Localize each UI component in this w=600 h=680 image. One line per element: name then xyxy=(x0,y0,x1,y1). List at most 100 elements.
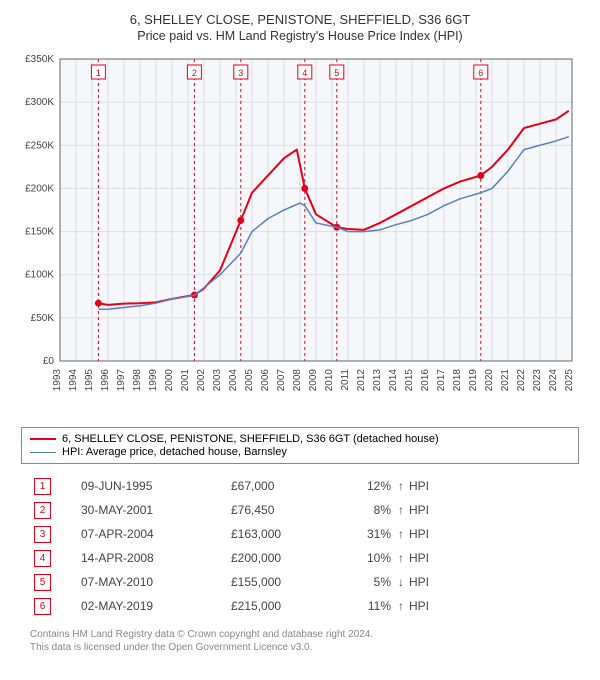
legend-row: HPI: Average price, detached house, Barn… xyxy=(30,446,570,458)
transactions-table: 109-JUN-1995£67,00012%↑HPI230-MAY-2001£7… xyxy=(30,474,570,618)
svg-text:2008: 2008 xyxy=(292,369,303,392)
chart-svg: £0 £50K £100K £150K £200K £250K £300K £350K 1993… xyxy=(12,51,582,421)
transaction-index: 4 xyxy=(34,550,51,567)
transaction-row: 2 30-MAY-2001£76,4508%↑HPI xyxy=(30,498,570,522)
svg-text:1993: 1993 xyxy=(52,369,63,392)
footer-attribution: Contains HM Land Registry data © Crown c… xyxy=(30,628,570,654)
chart-title-line2: Price paid vs. HM Land Registry's House … xyxy=(12,29,588,43)
svg-text:£350K: £350K xyxy=(25,54,54,65)
svg-text:2014: 2014 xyxy=(388,369,399,392)
transaction-amount: £200,000 xyxy=(231,551,331,565)
transaction-percent: 8% xyxy=(331,503,393,517)
arrow-up-icon: ↑ xyxy=(393,599,409,613)
transaction-date: 14-APR-2008 xyxy=(81,551,231,565)
svg-text:2003: 2003 xyxy=(212,369,223,392)
svg-text:2002: 2002 xyxy=(196,369,207,392)
svg-text:2023: 2023 xyxy=(532,369,543,392)
svg-text:1997: 1997 xyxy=(116,369,127,392)
svg-text:2024: 2024 xyxy=(548,369,559,392)
transaction-index: 6 xyxy=(34,598,51,615)
transaction-percent: 5% xyxy=(331,575,393,589)
svg-text:2017: 2017 xyxy=(436,369,447,392)
legend-swatch xyxy=(30,438,56,440)
transaction-hpi-label: HPI xyxy=(409,503,449,517)
svg-text:4: 4 xyxy=(302,68,307,78)
svg-text:1996: 1996 xyxy=(100,369,111,392)
transaction-percent: 11% xyxy=(331,599,393,613)
legend-row: 6, SHELLEY CLOSE, PENISTONE, SHEFFIELD, … xyxy=(30,433,570,445)
svg-text:£0: £0 xyxy=(43,356,55,367)
transaction-index: 1 xyxy=(34,478,51,495)
transaction-hpi-label: HPI xyxy=(409,599,449,613)
svg-text:2022: 2022 xyxy=(516,369,527,392)
svg-text:2005: 2005 xyxy=(244,369,255,392)
arrow-down-icon: ↓ xyxy=(393,575,409,589)
svg-text:2: 2 xyxy=(192,68,197,78)
svg-text:2006: 2006 xyxy=(260,369,271,392)
transaction-index: 5 xyxy=(34,574,51,591)
svg-text:2018: 2018 xyxy=(452,369,463,392)
svg-text:2004: 2004 xyxy=(228,369,239,392)
transaction-amount: £76,450 xyxy=(231,503,331,517)
transaction-amount: £163,000 xyxy=(231,527,331,541)
svg-text:£50K: £50K xyxy=(31,313,55,324)
arrow-up-icon: ↑ xyxy=(393,479,409,493)
svg-text:2021: 2021 xyxy=(500,369,511,392)
svg-text:£200K: £200K xyxy=(25,183,54,194)
transaction-index: 3 xyxy=(34,526,51,543)
svg-text:2016: 2016 xyxy=(420,369,431,392)
transaction-hpi-label: HPI xyxy=(409,527,449,541)
svg-text:2019: 2019 xyxy=(468,369,479,392)
transaction-date: 07-APR-2004 xyxy=(81,527,231,541)
svg-text:£100K: £100K xyxy=(25,270,54,281)
svg-text:2015: 2015 xyxy=(404,369,415,392)
legend-label: HPI: Average price, detached house, Barn… xyxy=(62,446,287,458)
arrow-up-icon: ↑ xyxy=(393,527,409,541)
transaction-hpi-label: HPI xyxy=(409,479,449,493)
svg-text:2001: 2001 xyxy=(180,369,191,392)
transaction-row: 6 02-MAY-2019£215,00011%↑HPI xyxy=(30,594,570,618)
transaction-row: 109-JUN-1995£67,00012%↑HPI xyxy=(30,474,570,498)
svg-text:3: 3 xyxy=(238,68,243,78)
transaction-percent: 10% xyxy=(331,551,393,565)
chart-area: £0 £50K £100K £150K £200K £250K £300K £350K 1993… xyxy=(12,51,582,421)
svg-text:1999: 1999 xyxy=(148,369,159,392)
svg-text:5: 5 xyxy=(334,68,339,78)
svg-text:2020: 2020 xyxy=(484,369,495,392)
chart-title-line1: 6, SHELLEY CLOSE, PENISTONE, SHEFFIELD, … xyxy=(12,12,588,27)
svg-text:1: 1 xyxy=(96,68,101,78)
arrow-up-icon: ↑ xyxy=(393,503,409,517)
transaction-row: 5 07-MAY-2010£155,0005%↓HPI xyxy=(30,570,570,594)
svg-text:2010: 2010 xyxy=(324,369,335,392)
svg-text:6: 6 xyxy=(478,68,483,78)
transaction-date: 07-MAY-2010 xyxy=(81,575,231,589)
svg-text:2007: 2007 xyxy=(276,369,287,392)
footer-line1: Contains HM Land Registry data © Crown c… xyxy=(30,628,570,641)
svg-text:2012: 2012 xyxy=(356,369,367,392)
svg-text:1995: 1995 xyxy=(84,369,95,392)
footer-line2: This data is licensed under the Open Gov… xyxy=(30,641,570,654)
transaction-date: 09-JUN-1995 xyxy=(81,479,231,493)
transaction-date: 30-MAY-2001 xyxy=(81,503,231,517)
svg-text:£300K: £300K xyxy=(25,97,54,108)
transaction-percent: 31% xyxy=(331,527,393,541)
svg-text:£150K: £150K xyxy=(25,227,54,238)
svg-text:1998: 1998 xyxy=(132,369,143,392)
svg-text:£250K: £250K xyxy=(25,140,54,151)
transaction-amount: £215,000 xyxy=(231,599,331,613)
transaction-amount: £155,000 xyxy=(231,575,331,589)
svg-text:2009: 2009 xyxy=(308,369,319,392)
legend-swatch xyxy=(30,452,56,453)
transaction-amount: £67,000 xyxy=(231,479,331,493)
svg-text:2025: 2025 xyxy=(564,369,575,392)
arrow-up-icon: ↑ xyxy=(393,551,409,565)
svg-text:2013: 2013 xyxy=(372,369,383,392)
legend-label: 6, SHELLEY CLOSE, PENISTONE, SHEFFIELD, … xyxy=(62,433,439,445)
legend-box: 6, SHELLEY CLOSE, PENISTONE, SHEFFIELD, … xyxy=(21,427,579,464)
transaction-hpi-label: HPI xyxy=(409,551,449,565)
transaction-hpi-label: HPI xyxy=(409,575,449,589)
transaction-row: 3 07-APR-2004£163,00031%↑HPI xyxy=(30,522,570,546)
transaction-index: 2 xyxy=(34,502,51,519)
transaction-date: 02-MAY-2019 xyxy=(81,599,231,613)
svg-text:2011: 2011 xyxy=(340,369,351,391)
